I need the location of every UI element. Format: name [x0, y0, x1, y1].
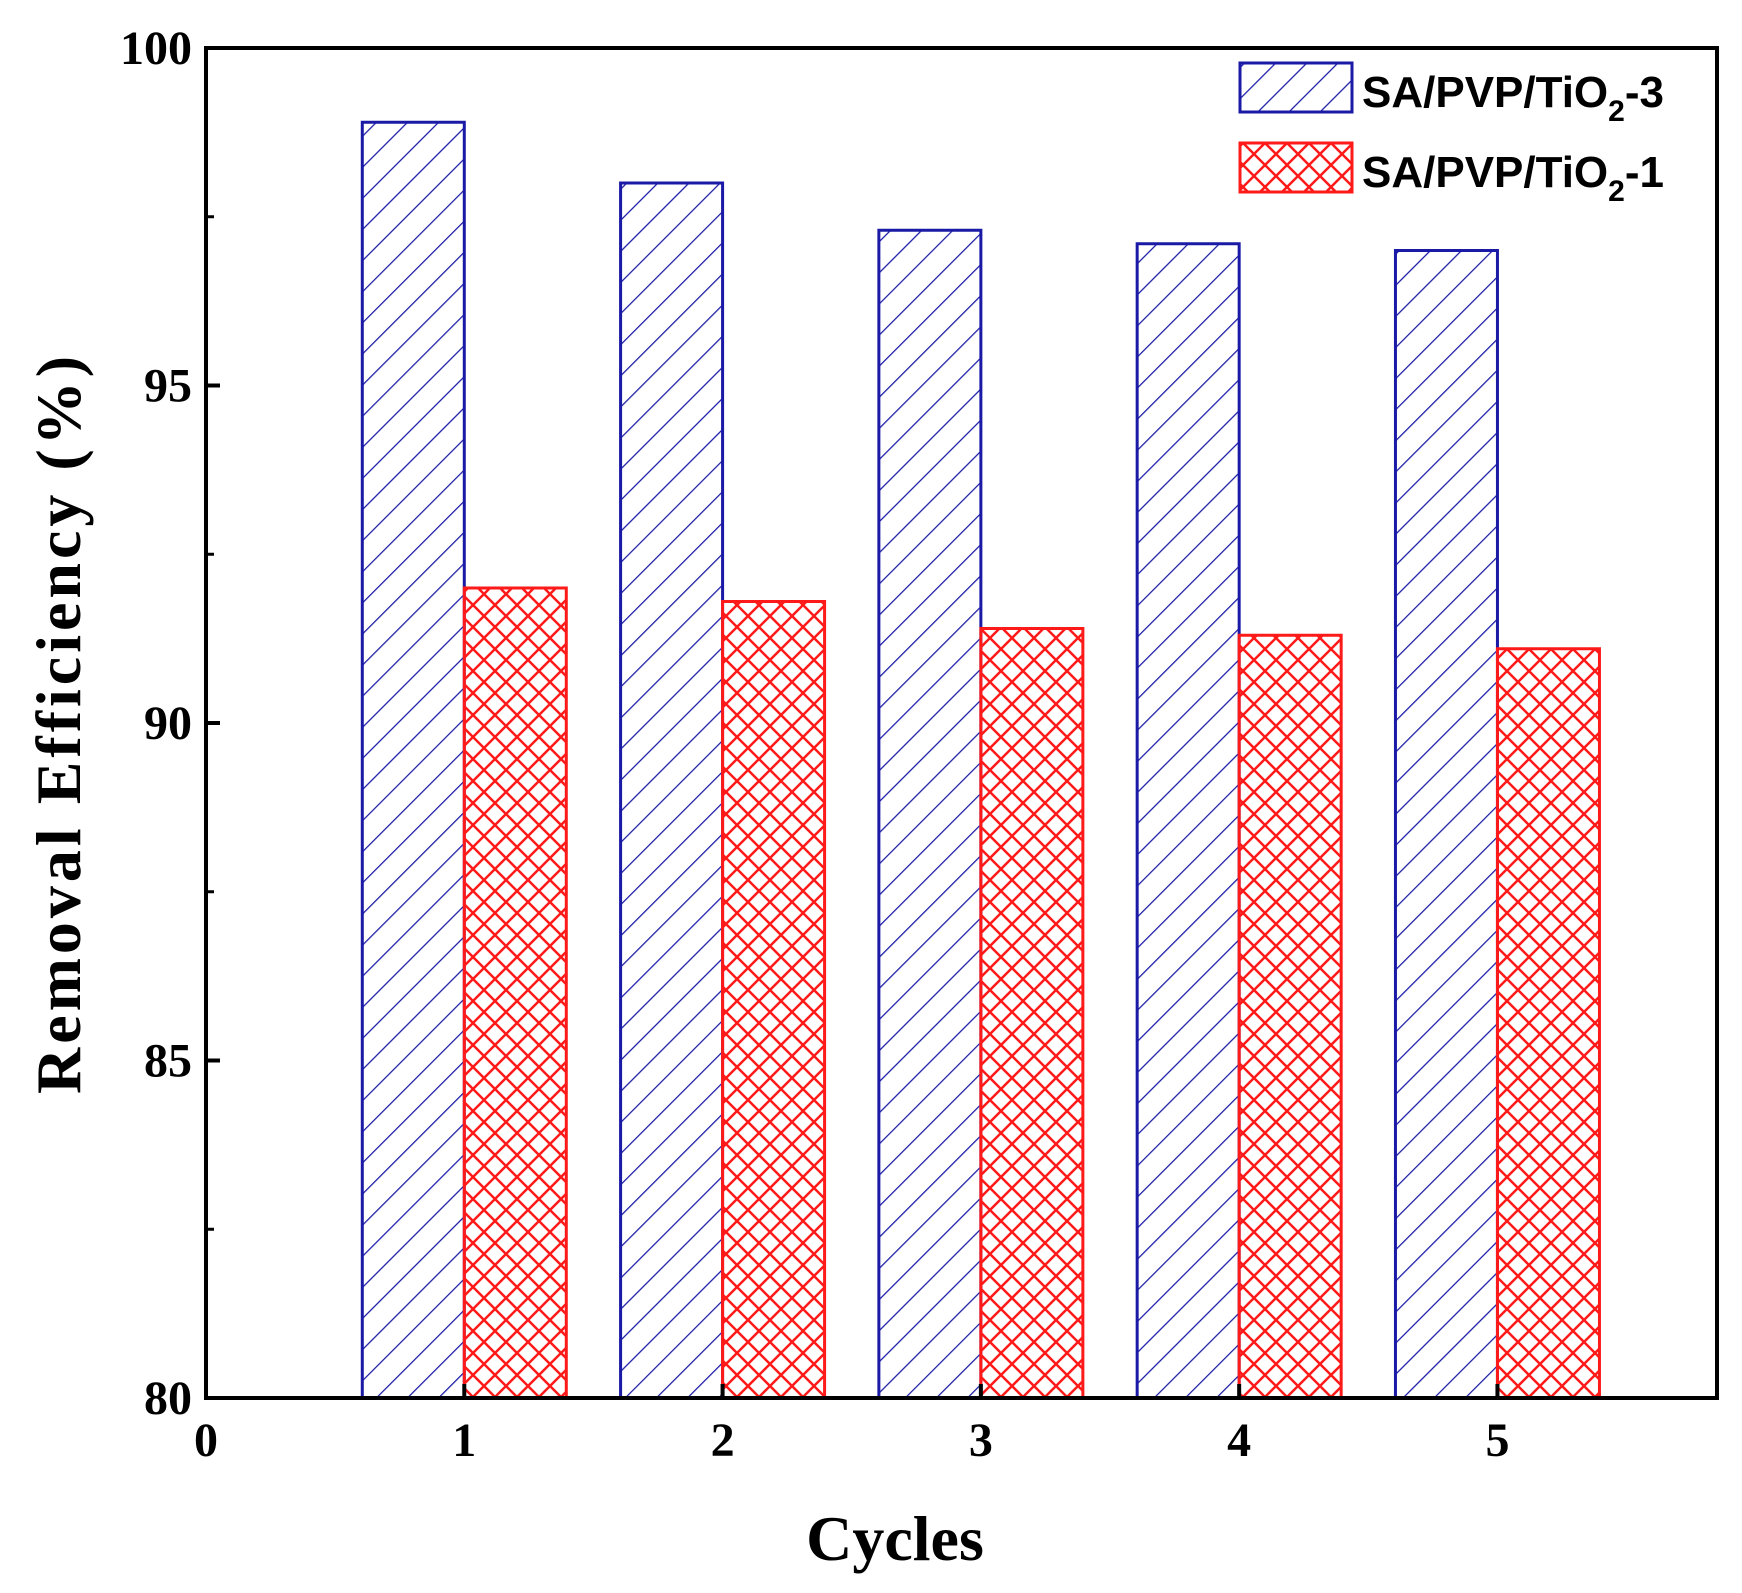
legend-swatch-series-1 [1238, 61, 1354, 114]
bars-layer [360, 120, 1601, 1400]
bar-series-2-cycle-2 [721, 600, 827, 1400]
bar-series-1-cycle-1 [360, 120, 466, 1400]
bar-series-1-cycle-5 [1393, 249, 1499, 1400]
bar-series-2-cycle-1 [462, 586, 568, 1400]
x-tick-label: 4 [1227, 1414, 1251, 1467]
bar-series-2-cycle-4 [1237, 633, 1343, 1400]
x-tick-label: 5 [1485, 1414, 1509, 1467]
bar-series-2-cycle-5 [1495, 647, 1601, 1400]
bar-series-1-cycle-3 [877, 228, 983, 1400]
legend-swatch-series-2 [1238, 141, 1354, 194]
y-tick-label: 100 [120, 22, 192, 75]
x-tick-label: 0 [194, 1414, 218, 1467]
legend-label-series-2: SA/PVP/TiO2-1 [1362, 148, 1664, 208]
y-tick-label: 90 [144, 697, 192, 750]
legend: SA/PVP/TiO2-3 SA/PVP/TiO2-1 [1238, 61, 1664, 208]
legend-label-series-1: SA/PVP/TiO2-3 [1362, 68, 1664, 128]
ticks-layer: 80 85 90 95 100 0 1 2 3 4 5 [120, 22, 1509, 1467]
bar-series-1-cycle-4 [1135, 242, 1241, 1400]
x-axis-title: Cycles [806, 1503, 984, 1574]
y-tick-label: 80 [144, 1372, 192, 1425]
y-tick-label: 95 [144, 360, 192, 413]
bar-series-2-cycle-3 [979, 627, 1085, 1400]
bar-series-1-cycle-2 [619, 181, 725, 1400]
y-axis-title: Removal Efficiency (%) [23, 352, 94, 1094]
x-tick-label: 3 [969, 1414, 993, 1467]
x-tick-label: 2 [711, 1414, 735, 1467]
y-tick-label: 85 [144, 1035, 192, 1088]
x-tick-label: 1 [452, 1414, 476, 1467]
